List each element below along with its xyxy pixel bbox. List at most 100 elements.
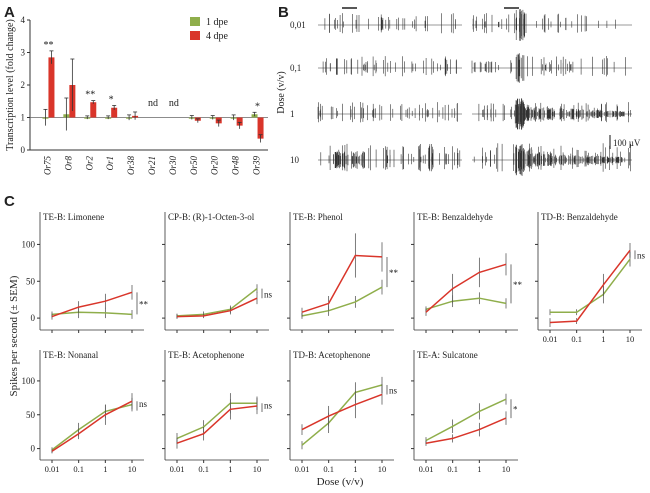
a-bar-4dpe <box>257 117 264 139</box>
panel-b-trace-rows: Dose (v/v) 0,01 0,1 1 10 100 µV <box>276 7 641 176</box>
c-subplot: TE-B: Nonanal 0 50 100 0.01 0.1 1 10 ns <box>22 350 148 474</box>
c-line-4dpe <box>301 254 383 313</box>
a-y-tick-label: 4 <box>21 15 26 25</box>
a-y-tick-label: 3 <box>21 48 26 58</box>
c-subplot: TE-B: Acetophenone 0.01 0.1 1 10 ns <box>162 350 273 474</box>
a-category-label: Or20 <box>210 156 220 176</box>
c-significance-label: ns <box>637 251 646 261</box>
b-spike-trace <box>471 53 632 83</box>
c-subplot: TE-B: Phenol ** <box>287 212 399 333</box>
panel-a-bars <box>42 50 264 143</box>
c-x-tick-label: 1 <box>353 464 357 474</box>
panel-a-letter: A <box>4 4 15 21</box>
c-x-tick-label: 1 <box>477 464 481 474</box>
b-row-label: 1 <box>290 109 295 119</box>
panel-b-letter: B <box>278 4 289 21</box>
a-significance-label: ** <box>43 40 53 51</box>
c-significance-label: ** <box>389 268 399 278</box>
a-category-label: Or8 <box>63 156 73 171</box>
b-spike-trace <box>318 143 462 172</box>
panel-a-legend: 1 dpe 4 dpe <box>190 17 229 42</box>
panel-c-letter: C <box>4 193 15 210</box>
c-y-axis-label: Spikes per second (± SEM) <box>8 275 20 396</box>
a-category-label: Or48 <box>231 156 241 176</box>
c-subplot: TD-B: Benzaldehyde 0.01 0.1 1 10 ns <box>535 212 646 344</box>
a-category-label: Or39 <box>252 156 262 176</box>
c-line-1dpe <box>301 286 383 317</box>
a-category-label: Or21 <box>147 156 157 175</box>
c-subplot-title: TD-B: Benzaldehyde <box>541 212 618 222</box>
b-spike-trace <box>318 56 462 77</box>
c-x-tick-label: 10 <box>378 464 387 474</box>
c-x-tick-label: 10 <box>128 464 137 474</box>
c-significance-label: ns <box>264 289 273 299</box>
a-legend-label: 1 dpe <box>206 17 229 28</box>
c-x-tick-label: 0.1 <box>447 464 458 474</box>
panel-c-line-charts: C Spikes per second (± SEM) Dose (v/v) TE-… <box>4 193 646 488</box>
b-y-axis-label: Dose (v/v) <box>276 71 287 114</box>
c-y-tick-label: 50 <box>26 410 36 420</box>
c-x-tick-label: 0.1 <box>571 334 582 344</box>
a-bar-4dpe <box>236 117 243 126</box>
c-y-tick-label: 100 <box>22 239 36 249</box>
c-x-tick-label: 0.01 <box>45 464 60 474</box>
c-line-4dpe <box>51 291 133 318</box>
a-significance-label: nd <box>148 98 158 109</box>
a-legend-swatch <box>190 17 200 26</box>
c-y-tick-label: 0 <box>31 444 36 454</box>
c-line-4dpe <box>51 400 133 452</box>
b-row-label: 0,1 <box>290 63 301 73</box>
c-subplot-title: TD-B: Acetophenone <box>293 350 370 360</box>
c-x-tick-label: 0.1 <box>323 464 334 474</box>
c-x-tick-label: 0.01 <box>170 464 185 474</box>
b-spike-trace <box>318 13 462 34</box>
c-subplot: TE-A: Sulcatone 0.01 0.1 1 10 * <box>411 350 518 474</box>
c-x-tick-label: 0.01 <box>543 334 558 344</box>
b-spike-trace <box>317 102 462 123</box>
c-significance-label: ** <box>513 280 523 290</box>
c-significance-label: * <box>513 405 518 415</box>
c-significance-label: ns <box>389 386 398 396</box>
b-scalebar-label: 100 µV <box>613 138 641 148</box>
a-significance-label: * <box>109 94 114 105</box>
c-subplot-title: TE-B: Acetophenone <box>168 350 244 360</box>
a-category-label: Or30 <box>168 156 178 176</box>
b-spike-trace <box>472 143 632 176</box>
c-subplot-title: TE-B: Phenol <box>293 212 343 222</box>
c-subplot: TE-B: Benzaldehyde ** <box>411 212 523 333</box>
c-x-tick-label: 0.01 <box>295 464 310 474</box>
c-y-tick-label: 100 <box>22 376 36 386</box>
c-x-axis-label: Dose (v/v) <box>317 476 364 488</box>
c-x-tick-label: 10 <box>253 464 262 474</box>
a-y-tick-label: 0 <box>21 145 26 155</box>
c-x-tick-label: 1 <box>601 334 605 344</box>
a-legend-label: 4 dpe <box>206 31 229 42</box>
a-significance-label: ** <box>85 90 95 101</box>
c-significance-label: ** <box>139 299 149 309</box>
c-subplot-title: TE-B: Benzaldehyde <box>417 212 493 222</box>
panel-a-labels: Or75 Or8 Or2 Or1 Or38 Or21 Or30 Or50 Or20 Or48 Or3… <box>42 40 261 175</box>
c-line-4dpe <box>176 297 258 318</box>
c-x-tick-label: 1 <box>228 464 232 474</box>
a-legend-swatch <box>190 31 200 40</box>
a-category-label: Or38 <box>126 156 136 176</box>
panel-a-axes: 0 1 2 3 4 Transcription level (fold change) <box>5 15 268 155</box>
c-significance-label: ns <box>264 401 273 411</box>
c-line-4dpe <box>176 405 258 444</box>
b-spike-trace <box>472 98 632 130</box>
a-y-tick-label: 2 <box>21 80 26 90</box>
c-x-tick-label: 10 <box>626 334 635 344</box>
b-row-label: 10 <box>290 155 300 165</box>
a-bar-4dpe <box>48 57 55 118</box>
c-x-tick-label: 0.01 <box>419 464 434 474</box>
c-line-1dpe <box>301 384 383 446</box>
c-line-1dpe <box>425 297 507 311</box>
c-x-tick-label: 0.1 <box>198 464 209 474</box>
c-x-tick-label: 1 <box>103 464 107 474</box>
a-category-label: Or50 <box>189 156 199 176</box>
panel-c-subplots: Spikes per second (± SEM) Dose (v/v) TE-B:… <box>8 212 646 488</box>
b-spike-trace <box>472 9 632 41</box>
c-line-1dpe <box>51 311 133 316</box>
c-x-tick-label: 10 <box>502 464 511 474</box>
